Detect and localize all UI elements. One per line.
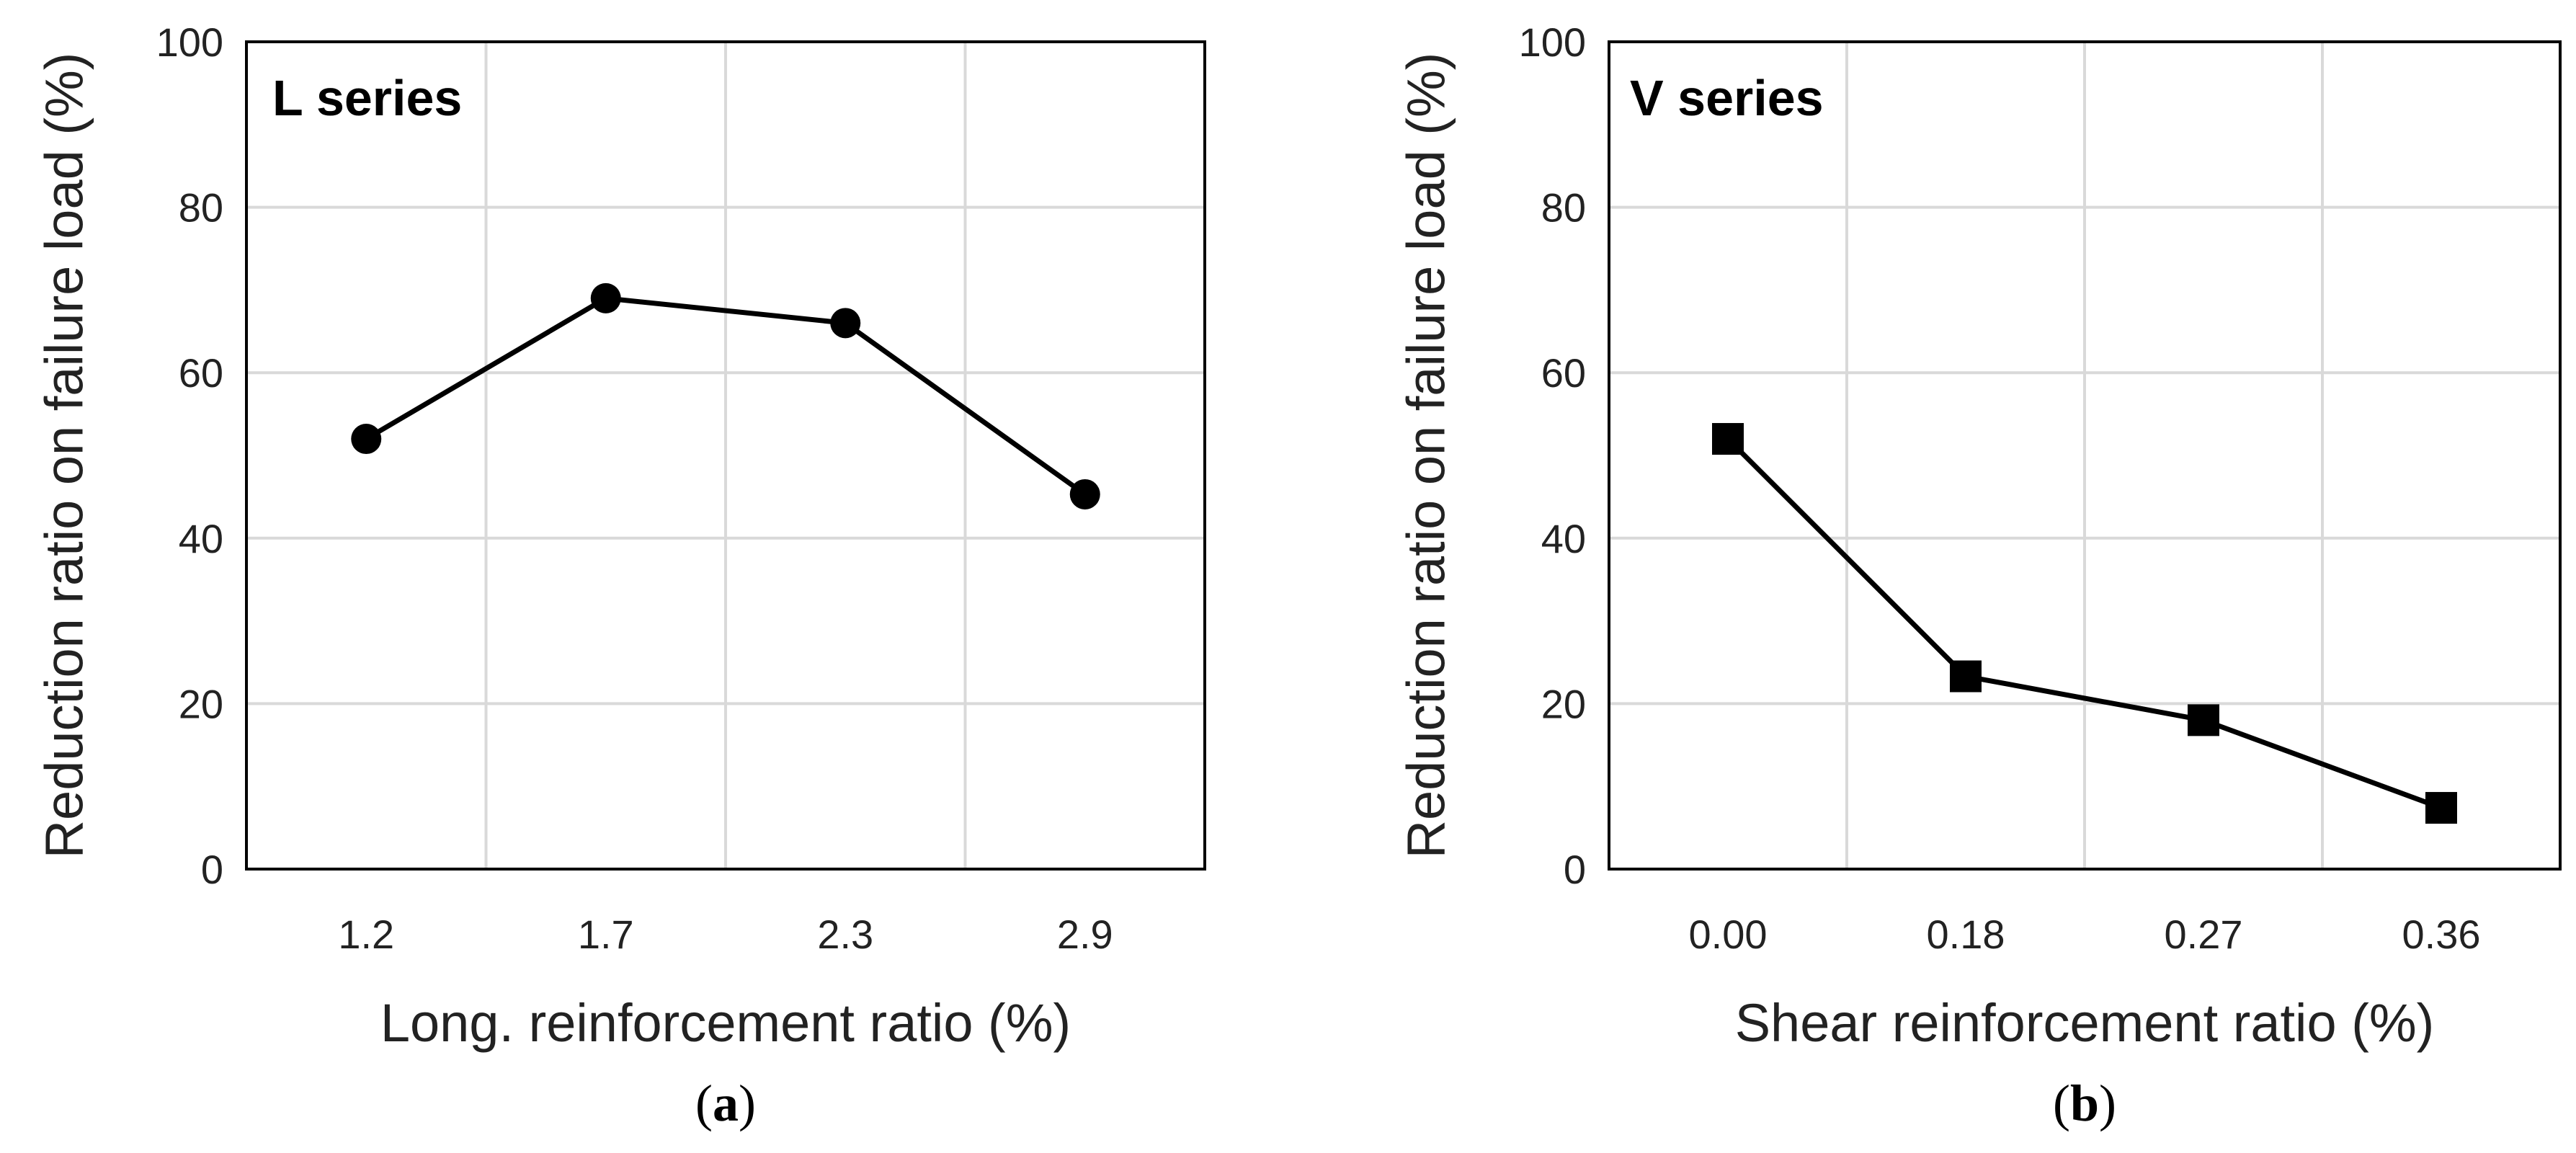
x-tick-label: 0.18 [1927,912,2005,957]
y-tick-label: 20 [1541,681,1586,726]
y-tick-label: 100 [1519,19,1586,65]
x-tick-label: 1.7 [578,912,634,957]
x-axis-label-a: Long. reinforcement ratio (%) [380,993,1071,1053]
panel-label-letter-a: a [713,1074,739,1132]
y-tick-label: 0 [201,847,223,892]
x-tick-labels-a: 1.2 1.7 2.3 2.9 [338,912,1113,957]
plot-frame-a [245,40,1206,871]
chart-panel-b: 0 20 40 60 80 100 0.00 0.18 0.27 0.36 V series S… [1396,19,2562,1132]
y-tick-label: 40 [179,516,223,561]
y-tick-labels-a: 0 20 40 60 80 100 [156,19,223,892]
panel-label-close-a: ) [739,1074,756,1132]
series-line-b [1726,437,2443,811]
panel-label-b: (b) [2053,1074,2116,1132]
data-point-0.00 [1712,423,1744,455]
y-tick-label: 20 [179,681,223,726]
x-tick-label: 0.27 [2165,912,2243,957]
series-line-a [365,295,1087,497]
data-markers-b [1712,423,2457,824]
x-tick-label: 2.3 [817,912,873,957]
y-tick-label: 80 [179,185,223,231]
series-label-b: V series [1630,70,1824,126]
panel-label-a: (a) [695,1074,756,1132]
x-tick-label: 0.00 [1689,912,1768,957]
panel-label-open-b: ( [2053,1074,2070,1132]
x-tick-label: 1.2 [338,912,394,957]
y-axis-label-a: Reduction ratio on failure load (%) [35,53,94,859]
chart-panel-a: 0 20 40 60 80 100 1.2 1.7 2.3 2.9 L series Long.… [35,19,1206,1132]
y-tick-label: 100 [156,19,223,65]
data-point-1.2 [351,424,382,455]
x-axis-label-b: Shear reinforcement ratio (%) [1735,993,2435,1053]
y-tick-label: 60 [1541,350,1586,396]
panel-label-open-a: ( [695,1074,713,1132]
y-tick-label: 0 [1564,847,1586,892]
panel-label-close-b: ) [2099,1074,2116,1132]
data-point-0.18 [1950,660,1982,693]
data-point-0.27 [2188,704,2219,736]
x-tick-label: 2.9 [1057,912,1113,957]
grid-lines-a [246,42,1205,869]
y-tick-label: 60 [179,350,223,396]
y-axis-label-b: Reduction ratio on failure load (%) [1396,53,1456,859]
plot-frame-b [1608,40,2562,871]
y-tick-label: 40 [1541,516,1586,561]
grid-lines-b [1609,42,2560,869]
y-tick-label: 80 [1541,185,1586,231]
data-point-2.3 [830,308,861,339]
x-tick-label: 0.36 [2402,912,2481,957]
data-point-1.7 [590,282,621,313]
y-tick-labels-b: 0 20 40 60 80 100 [1519,19,1586,892]
data-point-0.36 [2425,792,2457,824]
panel-label-letter-b: b [2070,1074,2099,1132]
x-tick-labels-b: 0.00 0.18 0.27 0.36 [1689,912,2481,957]
series-label-a: L series [272,70,462,126]
data-markers-a [351,282,1100,509]
data-point-2.9 [1069,478,1100,509]
